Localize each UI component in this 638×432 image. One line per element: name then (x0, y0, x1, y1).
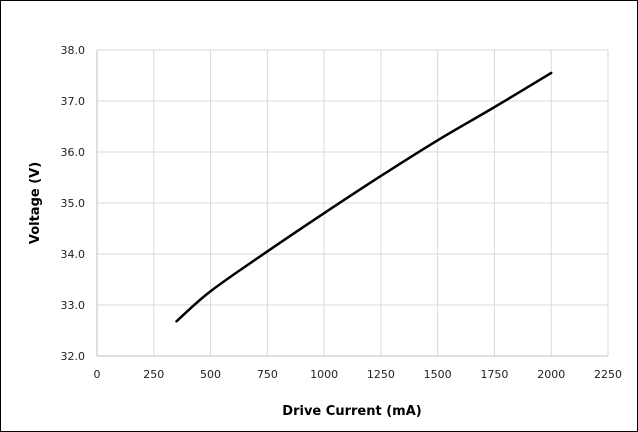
x-tick-label: 2250 (594, 368, 622, 381)
x-tick-label: 250 (143, 368, 164, 381)
series-layer (175, 71, 553, 323)
x-tick-label: 1750 (480, 368, 508, 381)
voltage-series-line (175, 71, 553, 323)
y-tick-label: 38.0 (61, 44, 86, 57)
y-axis-title: Voltage (V) (28, 162, 43, 244)
axis-layer (96, 50, 608, 357)
y-tick-labels: 32.0 33.0 34.0 35.0 36.0 37.0 38.0 (61, 44, 86, 363)
grid-layer (97, 49, 609, 356)
y-tick-label: 37.0 (61, 95, 86, 108)
x-axis-title: Drive Current (mA) (282, 404, 421, 419)
x-tick-label: 750 (257, 368, 278, 381)
x-tick-labels: 0 250 500 750 1000 1250 1500 1750 2000 2250 (94, 368, 623, 381)
x-tick-label: 1500 (424, 368, 452, 381)
y-tick-label: 35.0 (61, 197, 86, 210)
y-tick-label: 32.0 (61, 350, 86, 363)
x-tick-label: 2000 (537, 368, 565, 381)
x-tick-label: 0 (94, 368, 101, 381)
x-tick-label: 1000 (310, 368, 338, 381)
x-tick-label: 500 (200, 368, 221, 381)
y-tick-label: 36.0 (61, 146, 86, 159)
x-tick-label: 1250 (367, 368, 395, 381)
y-tick-label: 34.0 (61, 248, 86, 261)
y-tick-label: 33.0 (61, 299, 86, 312)
